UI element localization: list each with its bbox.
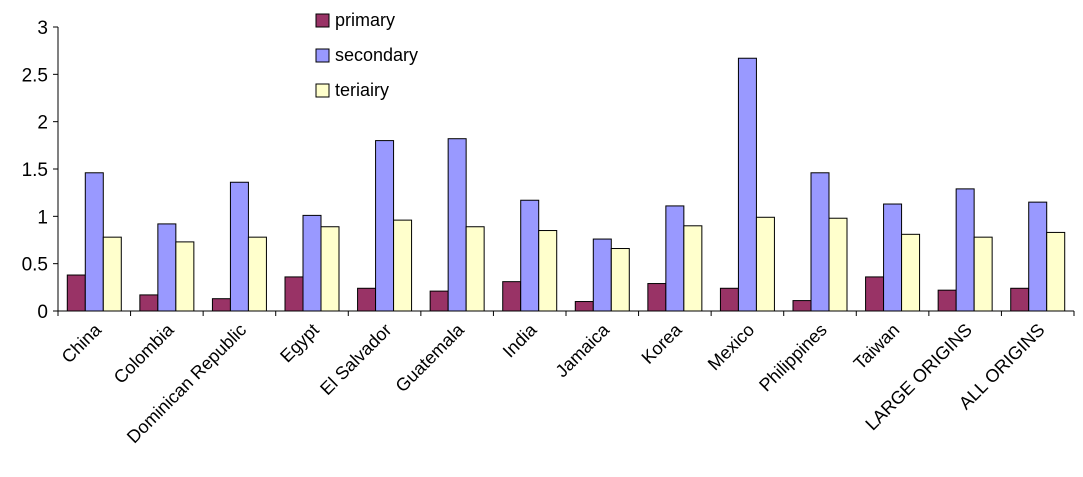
legend-label: primary	[335, 10, 395, 30]
y-tick-label: 1.5	[22, 160, 48, 181]
bar-secondary	[1028, 201, 1048, 312]
x-tick-label: Korea	[638, 319, 687, 368]
bar-primary	[574, 301, 594, 312]
legend-label: teriairy	[335, 80, 389, 100]
y-tick-label: 1	[37, 207, 48, 228]
bar-teriairy	[973, 236, 993, 312]
x-tick-label: China	[58, 319, 106, 367]
bar-primary	[211, 298, 231, 312]
bar-teriairy	[465, 226, 485, 312]
bar-secondary	[737, 57, 757, 312]
x-tick-label: Jamaica	[552, 319, 614, 381]
y-tick-label: 2.5	[22, 65, 48, 86]
x-tick-label: Egypt	[276, 320, 323, 367]
bar-secondary	[665, 205, 685, 312]
bar-teriairy	[755, 216, 775, 312]
y-tick-label: 2	[37, 113, 48, 134]
bar-teriairy	[1046, 231, 1066, 312]
bar-teriairy	[320, 226, 340, 312]
bar-secondary	[375, 140, 395, 312]
bar-primary	[502, 281, 522, 312]
bar-secondary	[592, 238, 612, 312]
x-tick-label: Philippines	[755, 320, 831, 396]
y-tick-label: 0.5	[22, 255, 48, 276]
legend-swatch	[315, 13, 330, 28]
bar-primary	[139, 294, 159, 312]
legend-swatch	[315, 83, 330, 98]
bar-primary	[284, 276, 304, 312]
legend: primary secondary teriairy	[315, 10, 418, 100]
x-tick-label: El Salvador	[316, 320, 395, 399]
bar-primary	[1010, 287, 1030, 312]
bar-secondary	[302, 214, 322, 312]
bar-primary	[937, 289, 957, 312]
bar-primary	[429, 290, 449, 312]
bar-teriairy	[102, 236, 122, 312]
x-tick-label: Dominican Republic	[123, 320, 250, 447]
bar-teriairy	[828, 217, 848, 312]
bar-teriairy	[610, 248, 630, 312]
bar-teriairy	[901, 233, 921, 312]
bar-primary	[647, 283, 667, 312]
bars	[66, 57, 1066, 312]
y-axis: 0 0.5 1 1.5 2 2.5 3	[22, 18, 59, 323]
bar-secondary	[520, 199, 540, 312]
bar-primary	[66, 274, 86, 312]
bar-primary	[865, 276, 885, 312]
bar-primary	[719, 287, 739, 312]
bar-teriairy	[175, 241, 195, 312]
bar-teriairy	[538, 230, 558, 312]
x-tick-label: Guatemala	[392, 319, 469, 396]
bar-primary	[357, 287, 377, 312]
bar-secondary	[447, 138, 467, 312]
bar-secondary	[157, 223, 177, 312]
y-tick-label: 0	[37, 302, 48, 323]
legend-label: secondary	[335, 45, 418, 65]
bar-teriairy	[683, 225, 703, 312]
bar-secondary	[84, 172, 104, 312]
x-tick-label: Mexico	[704, 320, 758, 374]
bar-secondary	[229, 181, 249, 312]
x-tick-label: Taiwan	[850, 320, 904, 374]
bar-teriairy	[247, 236, 267, 312]
x-tick-label: Colombia	[110, 319, 179, 388]
bar-primary	[792, 300, 812, 312]
bar-teriairy	[393, 219, 413, 312]
legend-swatch	[315, 48, 330, 63]
bar-secondary	[955, 188, 975, 312]
bar-secondary	[810, 172, 830, 312]
y-tick-label: 3	[37, 18, 48, 39]
bar-secondary	[883, 203, 903, 312]
x-tick-label: India	[499, 319, 541, 361]
